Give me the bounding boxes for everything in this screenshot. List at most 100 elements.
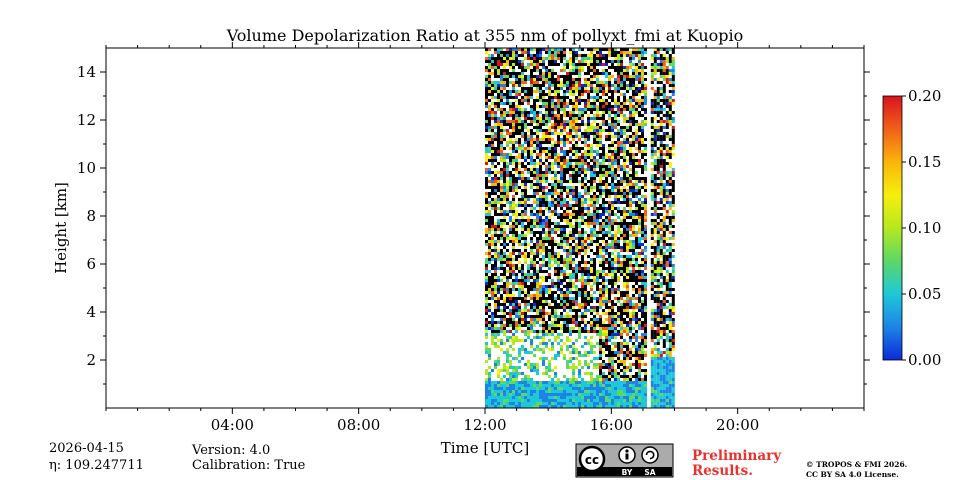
heatmap-cell bbox=[536, 390, 539, 393]
heatmap-cell bbox=[638, 123, 641, 126]
heatmap-cell bbox=[497, 81, 500, 84]
heatmap-cell bbox=[581, 147, 584, 150]
heatmap-cell bbox=[620, 225, 623, 228]
heatmap-cell bbox=[623, 216, 626, 219]
heatmap-cell bbox=[503, 333, 506, 336]
heatmap-cell bbox=[614, 54, 617, 57]
heatmap-cell bbox=[563, 102, 566, 105]
heatmap-cell bbox=[596, 198, 599, 201]
heatmap-cell bbox=[530, 384, 533, 387]
heatmap-cell bbox=[491, 222, 494, 225]
heatmap-cell bbox=[557, 384, 560, 387]
heatmap-cell bbox=[632, 327, 635, 330]
heatmap-cell bbox=[503, 72, 506, 75]
heatmap-cell bbox=[626, 75, 629, 78]
heatmap-cell bbox=[509, 375, 512, 378]
heatmap-cell bbox=[494, 402, 497, 405]
heatmap-cell bbox=[521, 120, 524, 123]
heatmap-cell bbox=[494, 204, 497, 207]
heatmap-cell bbox=[527, 90, 530, 93]
heatmap-cell bbox=[485, 216, 488, 219]
heatmap-cell bbox=[578, 123, 581, 126]
heatmap-cell bbox=[578, 402, 581, 405]
heatmap-cell bbox=[635, 222, 638, 225]
heatmap-cell bbox=[503, 291, 506, 294]
heatmap-cell bbox=[563, 150, 566, 153]
heatmap-cell bbox=[635, 135, 638, 138]
heatmap-cell bbox=[578, 48, 581, 51]
heatmap-cell bbox=[491, 264, 494, 267]
heatmap-cell bbox=[569, 339, 572, 342]
heatmap-cell bbox=[509, 174, 512, 177]
heatmap-cell bbox=[542, 132, 545, 135]
heatmap-cell bbox=[614, 87, 617, 90]
heatmap-cell bbox=[554, 339, 557, 342]
heatmap-cell bbox=[551, 123, 554, 126]
heatmap-cell bbox=[524, 285, 527, 288]
heatmap-cell bbox=[608, 156, 611, 159]
heatmap-cell bbox=[650, 147, 654, 150]
heatmap-cell bbox=[491, 297, 494, 300]
heatmap-cell bbox=[497, 390, 500, 393]
heatmap-cell bbox=[563, 294, 566, 297]
heatmap-cell bbox=[581, 306, 584, 309]
heatmap-cell bbox=[551, 240, 554, 243]
heatmap-cell bbox=[629, 192, 632, 195]
heatmap-cell bbox=[617, 141, 620, 144]
heatmap-cell bbox=[620, 51, 623, 54]
heatmap-cell bbox=[632, 96, 635, 99]
heatmap-cell bbox=[593, 108, 596, 111]
heatmap-cell bbox=[644, 339, 647, 342]
heatmap-cell bbox=[614, 189, 617, 192]
heatmap-cell bbox=[494, 138, 497, 141]
chart-title: Volume Depolarization Ratio at 355 nm of… bbox=[226, 26, 744, 45]
heatmap-cell bbox=[560, 198, 563, 201]
heatmap-cell bbox=[518, 114, 521, 117]
heatmap-cell bbox=[611, 273, 614, 276]
heatmap-cell bbox=[497, 75, 500, 78]
heatmap-cell bbox=[620, 330, 623, 333]
heatmap-cell bbox=[515, 375, 518, 378]
heatmap-cell bbox=[599, 348, 602, 351]
heatmap-cell bbox=[521, 144, 524, 147]
heatmap-cell bbox=[575, 330, 578, 333]
heatmap-cell bbox=[602, 384, 605, 387]
heatmap-cell bbox=[485, 273, 488, 276]
heatmap-cell bbox=[644, 120, 647, 123]
heatmap-cell bbox=[554, 240, 557, 243]
heatmap-cell bbox=[533, 114, 536, 117]
heatmap-cell bbox=[494, 180, 497, 183]
heatmap-cell bbox=[488, 48, 491, 51]
heatmap-cell bbox=[608, 267, 611, 270]
heatmap-cell bbox=[617, 393, 620, 396]
heatmap-cell bbox=[542, 321, 545, 324]
heatmap-cell bbox=[587, 303, 590, 306]
heatmap-cell bbox=[617, 138, 620, 141]
heatmap-cell bbox=[584, 402, 587, 405]
heatmap-cell bbox=[635, 210, 638, 213]
heatmap-cell bbox=[500, 213, 503, 216]
heatmap-cell bbox=[566, 234, 569, 237]
heatmap-cell bbox=[566, 210, 569, 213]
heatmap-cell bbox=[602, 54, 605, 57]
heatmap-cell bbox=[593, 321, 596, 324]
heatmap-cell bbox=[602, 402, 605, 405]
heatmap-cell bbox=[578, 330, 581, 333]
heatmap-cell bbox=[545, 303, 548, 306]
heatmap-cell bbox=[560, 84, 563, 87]
heatmap-cell bbox=[629, 177, 632, 180]
heatmap-cell bbox=[485, 378, 488, 381]
heatmap-cell bbox=[587, 384, 590, 387]
heatmap-cell bbox=[560, 402, 563, 405]
heatmap-cell bbox=[551, 69, 554, 72]
heatmap-cell bbox=[521, 231, 524, 234]
heatmap-cell bbox=[614, 327, 617, 330]
heatmap-cell bbox=[551, 369, 554, 372]
heatmap-cell bbox=[566, 150, 569, 153]
heatmap-cell bbox=[581, 276, 584, 279]
heatmap-cell bbox=[521, 201, 524, 204]
heatmap-cell bbox=[518, 66, 521, 69]
heatmap-cell bbox=[638, 159, 641, 162]
heatmap-cell bbox=[617, 198, 620, 201]
heatmap-cell bbox=[572, 372, 575, 375]
